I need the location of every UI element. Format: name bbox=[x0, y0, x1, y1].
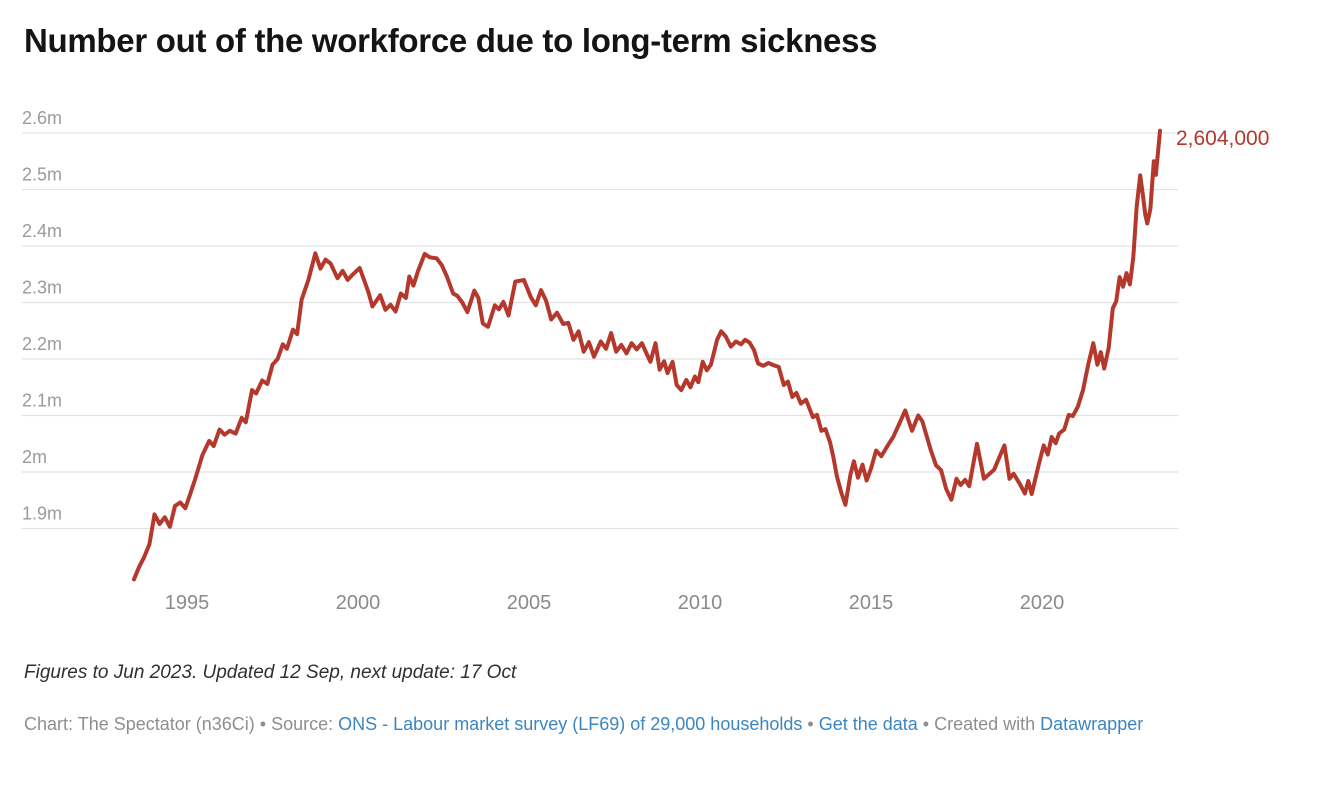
y-axis-tick-label: 2.6m bbox=[22, 108, 62, 128]
x-axis-tick-label: 2015 bbox=[849, 592, 894, 614]
separator-dot: • bbox=[254, 714, 272, 734]
data-line bbox=[132, 128, 1162, 582]
chart-byline: Chart: The Spectator (n36Ci) • Source: O… bbox=[24, 708, 1304, 741]
endpoint-value-label: 2,604,000 bbox=[1175, 126, 1270, 150]
x-axis-tick-label: 2000 bbox=[336, 592, 381, 614]
y-axis-tick-label: 2.3m bbox=[22, 278, 62, 298]
get-the-data-link[interactable]: Get the data bbox=[818, 714, 918, 734]
y-axis-tick-label: 1.9m bbox=[22, 504, 62, 524]
x-axis-tick-label: 2005 bbox=[507, 592, 552, 614]
x-axis-tick-label: 2020 bbox=[1020, 592, 1065, 614]
datawrapper-link[interactable]: Datawrapper bbox=[1040, 714, 1144, 734]
separator-dot: • bbox=[917, 714, 935, 734]
y-axis-tick-label: 2.2m bbox=[22, 334, 62, 354]
source-link[interactable]: ONS - Labour market survey (LF69) of 29,… bbox=[338, 714, 803, 734]
created-with-label: Created with bbox=[934, 714, 1041, 734]
y-axis-tick-label: 2m bbox=[22, 447, 47, 467]
x-axis-tick-label: 2010 bbox=[678, 592, 723, 614]
y-axis-tick-label: 2.1m bbox=[22, 391, 62, 411]
y-axis-tick-label: 2.5m bbox=[22, 165, 62, 185]
chart-credit: Chart: The Spectator (n36Ci) bbox=[24, 714, 255, 734]
x-axis-tick-label: 1995 bbox=[165, 592, 210, 614]
y-axis-tick-label: 2.4m bbox=[22, 221, 62, 241]
source-label: Source: bbox=[271, 714, 339, 734]
chart-notes: Figures to Jun 2023. Updated 12 Sep, nex… bbox=[24, 662, 517, 683]
chart-title: Number out of the workforce due to long-… bbox=[24, 22, 878, 59]
separator-dot: • bbox=[802, 714, 819, 734]
